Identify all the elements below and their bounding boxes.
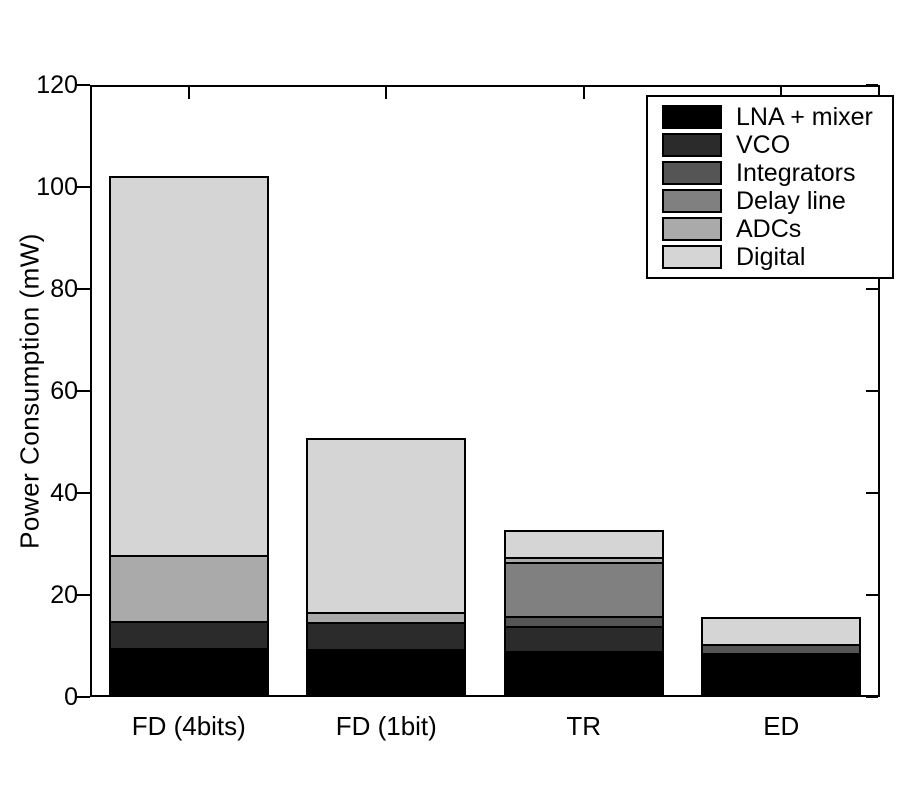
bar-segment bbox=[505, 650, 662, 695]
bar bbox=[701, 617, 862, 697]
bar-segment bbox=[505, 616, 662, 626]
legend-swatch bbox=[662, 189, 722, 213]
bar-segment bbox=[505, 625, 662, 651]
y-tick-mark-left bbox=[77, 696, 90, 698]
bar-segment bbox=[703, 652, 860, 695]
legend-label: Integrators bbox=[736, 158, 856, 187]
y-tick-mark-right bbox=[866, 492, 878, 494]
legend-label: ADCs bbox=[736, 214, 802, 243]
bar-segment bbox=[703, 619, 860, 645]
bar-segment bbox=[110, 647, 267, 695]
legend-swatch bbox=[662, 245, 722, 269]
legend-swatch bbox=[662, 161, 722, 185]
legend-label: Delay line bbox=[736, 186, 846, 215]
x-tick-mark-top bbox=[780, 87, 783, 99]
legend-label: Digital bbox=[736, 242, 806, 271]
legend-entry: LNA + mixer bbox=[662, 104, 892, 130]
legend-label: VCO bbox=[736, 130, 791, 159]
y-tick-mark-right bbox=[866, 84, 878, 86]
y-tick-label: 60 bbox=[50, 377, 78, 405]
bar-segment bbox=[308, 611, 465, 623]
y-tick-label: 80 bbox=[50, 275, 78, 303]
y-tick-mark-right bbox=[866, 696, 878, 698]
y-tick-mark-right bbox=[866, 390, 878, 392]
bar-segment bbox=[505, 556, 662, 563]
bar-segment bbox=[308, 648, 465, 695]
y-tick-mark-left bbox=[77, 492, 90, 494]
y-tick-label: 120 bbox=[36, 71, 78, 99]
legend: LNA + mixer VCO Integrators Delay line ADCs D… bbox=[646, 95, 894, 279]
legend-entry: VCO bbox=[662, 132, 892, 158]
legend-entry: ADCs bbox=[662, 216, 892, 242]
bar-segment bbox=[505, 562, 662, 617]
y-tick-label: 40 bbox=[50, 479, 78, 507]
x-tick-mark-top bbox=[187, 87, 190, 99]
legend-swatch bbox=[662, 133, 722, 157]
y-tick-mark-left bbox=[77, 84, 90, 86]
bar bbox=[503, 530, 664, 697]
bar-segment bbox=[505, 532, 662, 557]
y-tick-label: 0 bbox=[64, 683, 78, 711]
bar-segment bbox=[703, 644, 860, 653]
y-tick-mark-left bbox=[77, 186, 90, 188]
x-category-label: TR bbox=[566, 711, 602, 741]
bar-segment bbox=[110, 554, 267, 621]
y-tick-mark-left bbox=[77, 390, 90, 392]
x-tick-mark-top bbox=[385, 87, 388, 99]
bar bbox=[108, 175, 269, 697]
x-category-label: FD (1bit) bbox=[335, 711, 437, 741]
x-tick-mark-top bbox=[582, 87, 585, 99]
x-category-label: ED bbox=[763, 711, 800, 741]
y-tick-mark-left bbox=[77, 594, 90, 596]
legend-entry: Integrators bbox=[662, 160, 892, 186]
bar-segment bbox=[110, 177, 267, 555]
y-tick-label: 20 bbox=[50, 581, 78, 609]
legend-entry: Digital bbox=[662, 244, 892, 270]
legend-entry: Delay line bbox=[662, 188, 892, 214]
legend-swatch bbox=[662, 217, 722, 241]
y-tick-label: 100 bbox=[36, 173, 78, 201]
x-category-label: FD (4bits) bbox=[131, 711, 246, 741]
bar bbox=[306, 437, 467, 697]
y-tick-mark-right bbox=[866, 594, 878, 596]
legend-label: LNA + mixer bbox=[736, 102, 873, 131]
bar-segment bbox=[308, 622, 465, 649]
y-tick-mark-right bbox=[866, 288, 878, 290]
y-tick-mark-left bbox=[77, 288, 90, 290]
legend-swatch bbox=[662, 105, 722, 129]
bar-segment bbox=[308, 439, 465, 612]
bar-segment bbox=[110, 620, 267, 648]
